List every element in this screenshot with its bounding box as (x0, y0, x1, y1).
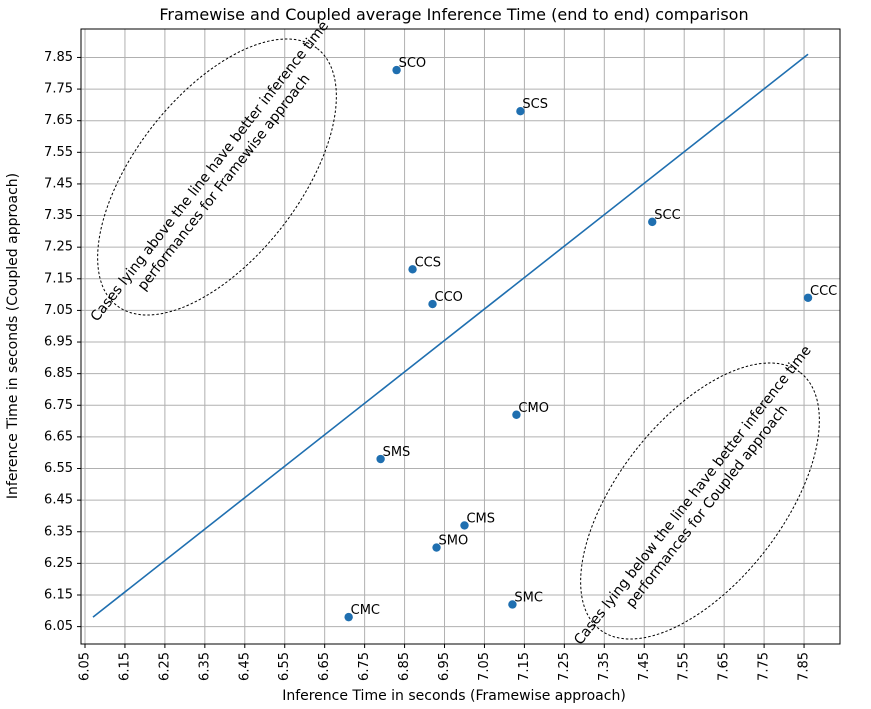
y-tick-label: 6.45 (44, 493, 73, 508)
y-axis-ticks: 6.05 6.15 6.25 6.35 6.45 6.55 6.65 6.75 6.85 6.95… (44, 50, 81, 634)
reference-line (92, 53, 809, 618)
y-tick-label: 6.75 (44, 398, 73, 413)
data-point (376, 454, 385, 464)
x-tick-label: 7.15 (517, 652, 532, 681)
data-points: SCO SCS SCC CCS CCO CCC CMO SMS CMS SMO SMC CMC (344, 56, 837, 622)
point-label: CMS (466, 511, 495, 526)
y-tick-label: 7.65 (44, 113, 73, 128)
x-tick-label: 6.15 (117, 652, 132, 681)
data-point (392, 65, 401, 75)
y-tick-label: 6.85 (44, 366, 73, 381)
x-tick-label: 7.85 (797, 652, 812, 681)
y-tick-label: 7.85 (44, 50, 73, 65)
y-tick-label: 6.95 (44, 335, 73, 350)
plot-area (80, 28, 841, 645)
y-axis-label: Inference Time in seconds (Coupled appro… (5, 173, 21, 499)
x-tick-label: 7.45 (637, 652, 652, 681)
y-tick-label: 6.65 (44, 429, 73, 444)
annotation-text-line: performances for Framewise approach (135, 71, 314, 294)
y-tick-label: 7.55 (44, 145, 73, 160)
x-axis-ticks: 6.05 6.15 6.25 6.35 6.45 6.55 6.65 6.75 6.85 6.95… (77, 644, 812, 681)
x-tick-label: 7.55 (677, 652, 692, 681)
y-tick-label: 6.15 (44, 587, 73, 602)
point-label: CMO (518, 401, 549, 416)
y-tick-label: 7.15 (44, 271, 73, 286)
x-tick-label: 7.25 (557, 652, 572, 681)
x-tick-label: 6.85 (397, 652, 412, 681)
y-tick-label: 7.45 (44, 176, 73, 191)
x-tick-label: 6.45 (237, 652, 252, 681)
x-tick-label: 6.65 (317, 652, 332, 681)
annotation-lower-right: Cases lying below the line have better i… (571, 343, 820, 648)
data-point (428, 299, 437, 309)
data-point (648, 217, 657, 227)
point-label: CCO (435, 290, 463, 305)
data-point (344, 612, 353, 622)
y-tick-label: 6.55 (44, 461, 73, 476)
chart-title: Framewise and Coupled average Inference … (159, 5, 748, 24)
y-tick-label: 6.25 (44, 556, 73, 571)
point-label: SMO (439, 534, 469, 549)
point-label: SCO (399, 56, 427, 71)
y-tick-label: 7.05 (44, 303, 73, 318)
data-point (516, 107, 525, 116)
x-tick-label: 6.05 (77, 652, 92, 681)
y-tick-label: 6.05 (44, 619, 73, 634)
point-label: CMC (351, 603, 380, 618)
annotation-ellipse (580, 362, 820, 640)
point-label: SMS (383, 445, 411, 460)
point-label: SMC (514, 590, 543, 605)
annotation-upper-left: Cases lying above the line have better i… (88, 18, 337, 325)
x-axis-label: Inference Time in seconds (Framewise app… (282, 688, 626, 704)
data-point (432, 543, 441, 552)
x-tick-label: 6.55 (277, 652, 292, 681)
x-tick-label: 6.35 (197, 652, 212, 681)
point-label: SCC (654, 208, 680, 223)
x-tick-label: 6.95 (437, 652, 452, 681)
data-point (803, 293, 813, 302)
x-tick-label: 7.35 (597, 652, 612, 681)
point-label: SCS (522, 97, 548, 112)
x-tick-label: 7.05 (477, 652, 492, 681)
point-label: CCS (415, 255, 441, 270)
grid (81, 29, 840, 644)
point-label: CCC (810, 284, 837, 299)
y-tick-label: 7.75 (44, 82, 73, 97)
data-point (460, 521, 469, 530)
data-point (408, 265, 417, 274)
x-tick-label: 6.75 (357, 652, 372, 681)
annotations: Cases lying above the line have better i… (88, 18, 820, 648)
y-tick-label: 7.25 (44, 240, 73, 255)
y-tick-label: 7.35 (44, 208, 73, 223)
annotation-text-line: Cases lying below the line have better i… (571, 343, 814, 648)
x-tick-label: 6.25 (157, 652, 172, 681)
data-point (508, 600, 517, 609)
annotation-text-line: performances for Coupled approach (623, 402, 791, 611)
y-tick-label: 6.35 (44, 524, 73, 539)
data-point (512, 410, 521, 419)
x-tick-label: 7.65 (717, 652, 732, 681)
reference-line-group (92, 53, 809, 618)
x-tick-label: 7.75 (757, 652, 772, 681)
